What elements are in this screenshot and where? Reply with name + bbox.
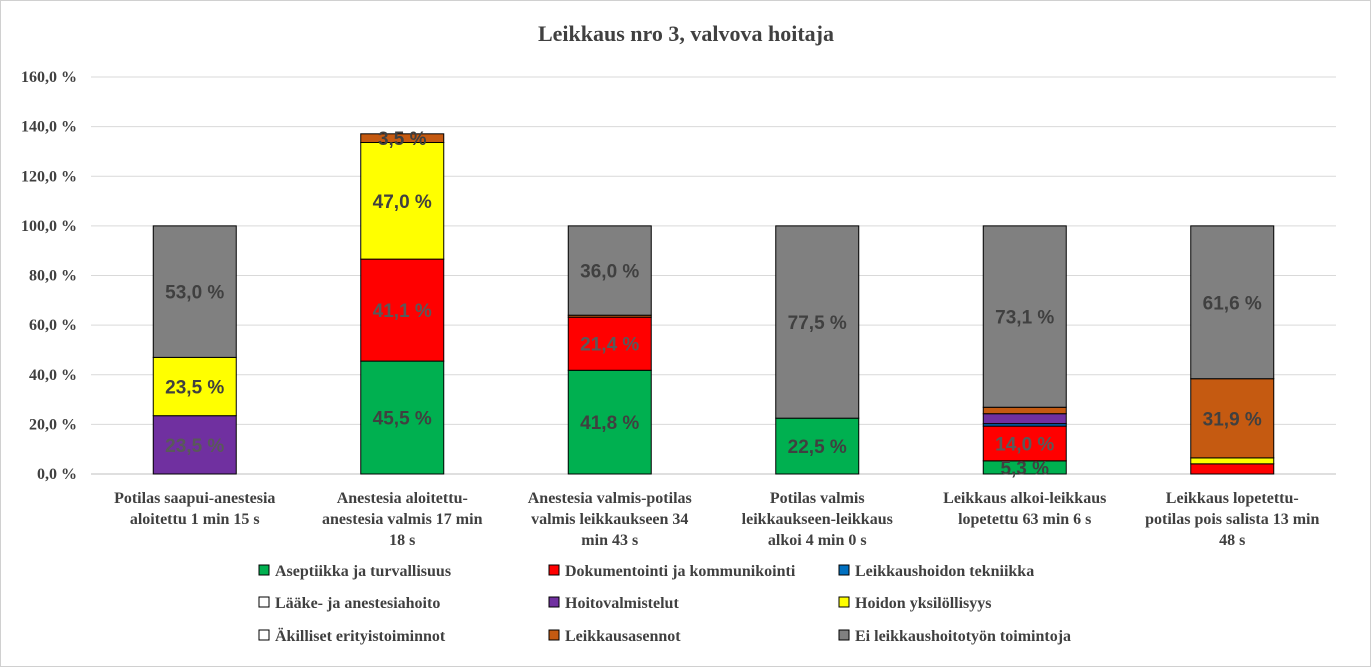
bar-segment: [982, 225, 1067, 408]
y-tick-label: 160,0 %: [21, 69, 77, 86]
x-tick-label: Leikkaus lopetettu-: [1166, 490, 1299, 507]
y-tick-label: 120,0 %: [21, 168, 77, 185]
x-tick-label: 48 s: [1219, 532, 1245, 549]
y-tick-label: 80,0 %: [29, 268, 77, 285]
x-tick-label: 18 s: [389, 532, 415, 549]
legend-label: Aseptiikka ja turvallisuus: [275, 563, 451, 580]
bar-segment: [152, 356, 237, 417]
y-tick-label: 0,0 %: [37, 466, 77, 483]
bar-segment: [567, 369, 652, 475]
bar-segment: [982, 425, 1067, 462]
bar-segment: [982, 413, 1067, 425]
data-label: 41,8 %: [580, 413, 639, 434]
legend-swatch: [258, 596, 270, 608]
chart-title: Leikkaus nro 3, valvova hoitaja: [538, 21, 834, 46]
bar-segment: [775, 225, 860, 419]
x-tick-label: anestesia valmis 17 min: [322, 511, 483, 528]
legend-label: Hoitovalmistelut: [565, 595, 679, 612]
bar-segment: [567, 225, 652, 316]
data-label: 23,5 %: [165, 378, 224, 399]
x-tick-label: Leikkaus alkoi-leikkaus: [943, 490, 1106, 507]
data-label: 14,0 %: [995, 434, 1054, 455]
x-tick-label: leikkaukseen-leikkaus: [742, 511, 893, 528]
legend-label: Äkilliset erityistoiminnot: [275, 627, 446, 645]
data-label: 45,5 %: [373, 409, 432, 430]
y-tick-label: 100,0 %: [21, 218, 77, 235]
legend-label: Lääke- ja anestesiahoito: [275, 595, 440, 612]
legend-label: Hoidon yksilöllisyys: [855, 595, 992, 612]
x-tick-label: potilas pois salista 13 min: [1145, 511, 1319, 528]
data-label: 5,3 %: [1000, 458, 1049, 479]
data-label: 21,4 %: [580, 335, 639, 356]
x-tick-label: min 43 s: [581, 532, 638, 549]
data-label: 23,5 %: [165, 436, 224, 457]
data-label: 22,5 %: [788, 437, 847, 458]
x-tick-label: aloitettu 1 min 15 s: [130, 511, 260, 528]
bar-segment: [152, 225, 237, 358]
bar-segment: [360, 142, 445, 260]
legend-swatch: [838, 629, 850, 641]
x-tick-label: Potilas saapui-anestesia: [114, 490, 275, 507]
bar-segment: [1190, 378, 1275, 459]
x-tick-label: Potilas valmis: [770, 490, 865, 507]
data-label: 77,5 %: [788, 313, 847, 334]
data-label: 3,5 %: [378, 129, 427, 150]
bar-segment: [1190, 463, 1275, 475]
x-tick-label: lopetettu 63 min 6 s: [958, 511, 1091, 528]
bar-segment: [360, 360, 445, 475]
data-label: 47,0 %: [373, 192, 432, 213]
x-tick-label: valmis leikkaukseen 34: [531, 511, 688, 528]
bar-segment: [775, 417, 860, 475]
data-label: 53,0 %: [165, 283, 224, 304]
legend-swatch: [548, 564, 560, 576]
data-label: 31,9 %: [1203, 409, 1262, 430]
x-tick-label: alkoi 4 min 0 s: [768, 532, 867, 549]
bar-segment: [1190, 457, 1275, 465]
y-tick-label: 60,0 %: [29, 317, 77, 334]
bar-segment: [982, 406, 1067, 415]
legend-label: Leikkaushoidon tekniikka: [855, 563, 1034, 580]
legend-swatch: [258, 564, 270, 576]
bar-segment: [360, 258, 445, 362]
y-tick-label: 40,0 %: [29, 367, 77, 384]
x-tick-label: Anestesia valmis-potilas: [528, 490, 692, 507]
y-tick-label: 140,0 %: [21, 119, 77, 136]
legend-label: Leikkausasennot: [565, 628, 681, 645]
x-tick-label: Anestesia aloitettu-: [337, 490, 468, 507]
bar-segment: [152, 415, 237, 475]
data-label: 73,1 %: [995, 308, 1054, 329]
data-label: 41,1 %: [373, 301, 432, 322]
legend-swatch: [838, 564, 850, 576]
bar-segment: [360, 133, 445, 144]
data-label: 61,6 %: [1203, 293, 1262, 314]
legend-label: Ei leikkaushoitotyön toimintoja: [855, 628, 1071, 645]
legend-swatch: [548, 596, 560, 608]
y-tick-label: 20,0 %: [29, 416, 77, 433]
bar-segment: [1190, 225, 1275, 380]
data-label: 36,0 %: [580, 262, 639, 283]
legend-swatch: [258, 629, 270, 641]
legend-swatch: [838, 596, 850, 608]
legend-label: Dokumentointi ja kommunikointi: [565, 563, 796, 580]
legend-swatch: [548, 629, 560, 641]
